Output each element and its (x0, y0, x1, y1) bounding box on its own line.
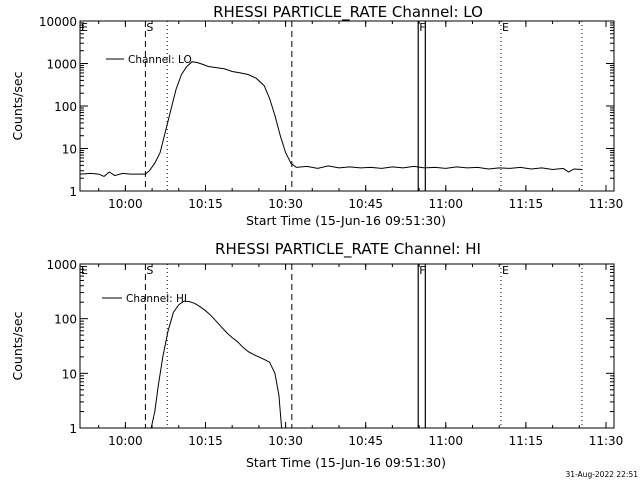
y-tick-label: 1 (69, 185, 77, 199)
legend-entry: Channel: LO (128, 54, 192, 66)
series-line-lo (79, 61, 583, 177)
x-axis-ticks: 10:00 10:15 10:30 10:45 11:00 11:15 11:30 (98, 21, 624, 211)
marker-label: E (502, 264, 509, 277)
chart-title: RHESSI PARTICLE_RATE Channel: LO (213, 3, 483, 22)
marker-label: F (419, 21, 425, 34)
x-tick-label: 11:00 (428, 197, 463, 211)
panel-lo: RHESSI PARTICLE_RATE Channel: LO E S F E 10… (10, 3, 623, 228)
y-tick-label: 1000 (46, 258, 77, 272)
x-axis-ticks: 10:00 10:15 10:30 10:45 11:00 11:15 11:30 (98, 264, 624, 448)
y-axis-label: Counts/sec (10, 311, 25, 380)
marker-label: E (81, 21, 88, 34)
y-axis-label: Counts/sec (10, 71, 25, 140)
legend-entry: Channel: HI (126, 293, 187, 305)
x-tick-label: 10:00 (108, 434, 143, 448)
series-line-hi (150, 300, 283, 429)
x-tick-label: 10:15 (188, 197, 223, 211)
y-tick-label: 1 (69, 422, 77, 436)
x-tick-label: 10:30 (268, 434, 303, 448)
x-axis-label: Start Time (15-Jun-16 09:51:30) (246, 213, 446, 228)
y-tick-label: 10000 (39, 15, 77, 29)
chart-title: RHESSI PARTICLE_RATE Channel: HI (215, 240, 481, 259)
y-tick-label: 10 (62, 367, 77, 381)
x-axis-label: Start Time (15-Jun-16 09:51:30) (246, 455, 446, 470)
timestamp: 31-Aug-2022 22:51 (565, 470, 638, 479)
x-tick-label: 10:45 (348, 197, 383, 211)
marker-label: E (502, 21, 509, 34)
y-tick-label: 100 (54, 313, 77, 327)
marker-label: S (146, 21, 153, 34)
x-tick-label: 10:00 (108, 197, 143, 211)
x-tick-label: 10:45 (348, 434, 383, 448)
x-tick-label: 10:15 (188, 434, 223, 448)
x-tick-label: 11:30 (589, 197, 624, 211)
y-tick-label: 100 (54, 100, 77, 114)
y-tick-label: 1000 (46, 58, 77, 72)
marker-label: E (81, 264, 88, 277)
marker-label: S (146, 264, 153, 277)
y-tick-label: 10 (62, 143, 77, 157)
x-tick-label: 11:00 (428, 434, 463, 448)
x-tick-label: 11:30 (589, 434, 624, 448)
y-axis-ticks: 1 10 100 1000 10000 (39, 15, 614, 199)
x-tick-label: 10:30 (268, 197, 303, 211)
plot-frame (79, 20, 615, 192)
x-tick-label: 11:15 (509, 197, 544, 211)
x-tick-label: 11:15 (509, 434, 544, 448)
plot-frame (79, 263, 615, 429)
panel-hi: RHESSI PARTICLE_RATE Channel: HI E S F E 10… (10, 240, 623, 470)
marker-label: F (419, 264, 425, 277)
y-axis-ticks: 1 10 100 1000 (46, 258, 614, 436)
